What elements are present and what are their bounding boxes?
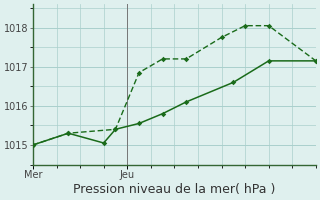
X-axis label: Pression niveau de la mer( hPa ): Pression niveau de la mer( hPa ) bbox=[73, 183, 276, 196]
